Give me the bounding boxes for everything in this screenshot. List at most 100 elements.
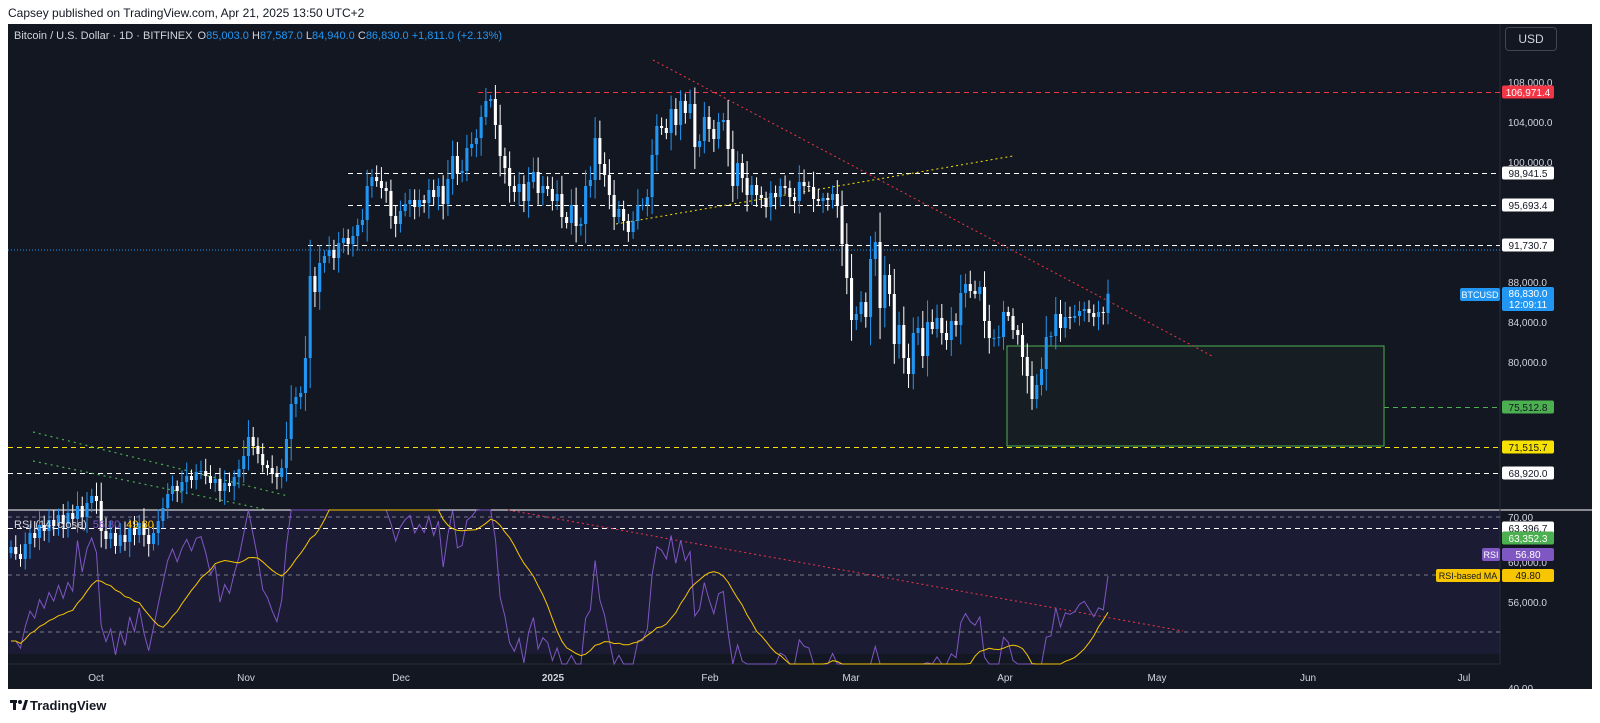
candle-body[interactable] bbox=[85, 503, 89, 517]
candle-body[interactable] bbox=[170, 486, 175, 494]
candle-body[interactable] bbox=[636, 205, 640, 221]
candle-body[interactable] bbox=[603, 164, 607, 175]
candle-body[interactable] bbox=[788, 188, 792, 197]
candle-body[interactable] bbox=[90, 496, 94, 503]
wedge-upper-line[interactable] bbox=[32, 431, 289, 497]
candle-body[interactable] bbox=[71, 513, 75, 519]
candle-body[interactable] bbox=[982, 287, 987, 321]
candle-body[interactable] bbox=[503, 156, 507, 168]
candle-body[interactable] bbox=[37, 525, 42, 538]
candle-body[interactable] bbox=[61, 515, 65, 524]
candle-body[interactable] bbox=[935, 318, 939, 329]
candle-body[interactable] bbox=[1068, 317, 1072, 318]
candle-body[interactable] bbox=[75, 506, 80, 519]
candle-body[interactable] bbox=[949, 321, 953, 340]
candle-body[interactable] bbox=[783, 186, 787, 188]
candle-body[interactable] bbox=[740, 163, 744, 178]
support-zone-box[interactable] bbox=[1006, 345, 1385, 447]
candle-body[interactable] bbox=[831, 194, 835, 200]
candle-body[interactable] bbox=[104, 531, 108, 539]
candle-body[interactable] bbox=[707, 117, 711, 129]
candle-body[interactable] bbox=[436, 186, 440, 197]
candle-body[interactable] bbox=[565, 217, 569, 223]
candle-body[interactable] bbox=[873, 242, 877, 259]
candle-body[interactable] bbox=[688, 104, 692, 113]
candle-body[interactable] bbox=[755, 185, 759, 195]
candle-body[interactable] bbox=[1073, 316, 1077, 318]
candle-body[interactable] bbox=[265, 465, 269, 468]
candle-body[interactable] bbox=[745, 178, 749, 195]
candle-body[interactable] bbox=[1011, 316, 1015, 330]
candle-body[interactable] bbox=[968, 284, 972, 291]
candle-body[interactable] bbox=[94, 496, 99, 501]
candle-body[interactable] bbox=[726, 120, 730, 149]
candle-body[interactable] bbox=[764, 198, 768, 207]
candle-body[interactable] bbox=[1049, 336, 1053, 337]
candle-body[interactable] bbox=[826, 198, 830, 200]
candle-body[interactable] bbox=[455, 156, 459, 173]
candle-body[interactable] bbox=[660, 126, 664, 128]
candle-body[interactable] bbox=[1092, 313, 1096, 317]
candle-body[interactable] bbox=[674, 109, 678, 125]
candle-body[interactable] bbox=[944, 333, 949, 340]
candle-body[interactable] bbox=[417, 200, 421, 207]
candle-body[interactable] bbox=[42, 525, 46, 531]
candle-body[interactable] bbox=[617, 209, 621, 217]
candle-body[interactable] bbox=[925, 322, 930, 356]
candle-body[interactable] bbox=[451, 156, 455, 179]
candle-body[interactable] bbox=[864, 302, 868, 317]
candle-body[interactable] bbox=[802, 182, 806, 186]
candle-body[interactable] bbox=[1025, 357, 1029, 376]
candle-body[interactable] bbox=[954, 321, 958, 325]
candle-body[interactable] bbox=[66, 513, 70, 524]
candle-body[interactable] bbox=[113, 533, 118, 546]
candle-body[interactable] bbox=[555, 194, 559, 201]
candle-body[interactable] bbox=[712, 129, 716, 139]
candle-body[interactable] bbox=[579, 224, 583, 226]
candle-body[interactable] bbox=[413, 200, 417, 207]
downtrend-resistance-line[interactable] bbox=[652, 59, 1213, 357]
candle-body[interactable] bbox=[717, 122, 721, 139]
candle-body[interactable] bbox=[702, 117, 706, 141]
candle-body[interactable] bbox=[531, 172, 535, 182]
candle-body[interactable] bbox=[132, 528, 137, 535]
candle-body[interactable] bbox=[246, 437, 250, 456]
chart-canvas[interactable]: 108,000.0 104,000.0 100,000.0 88,000.0 84,00… bbox=[8, 24, 1592, 689]
candle-body[interactable] bbox=[759, 195, 763, 198]
candle-body[interactable] bbox=[261, 454, 265, 465]
currency-button[interactable]: USD bbox=[1505, 27, 1557, 51]
candle-body[interactable] bbox=[394, 216, 398, 224]
candle-body[interactable] bbox=[1106, 293, 1110, 313]
candle-body[interactable] bbox=[612, 195, 616, 217]
rsi-line[interactable] bbox=[11, 509, 1109, 666]
candle-body[interactable] bbox=[527, 182, 531, 201]
candle-body[interactable] bbox=[99, 501, 103, 531]
candle-body[interactable] bbox=[774, 193, 778, 197]
candle-body[interactable] bbox=[479, 117, 483, 138]
candle-body[interactable] bbox=[128, 528, 132, 542]
candle-body[interactable] bbox=[963, 284, 968, 293]
rsi-layer[interactable] bbox=[11, 509, 1109, 666]
candle-body[interactable] bbox=[18, 554, 23, 559]
candle-body[interactable] bbox=[721, 120, 725, 122]
candle-body[interactable] bbox=[517, 184, 521, 192]
candle-body[interactable] bbox=[408, 200, 412, 204]
candle-body[interactable] bbox=[508, 168, 512, 186]
candle-body[interactable] bbox=[332, 250, 336, 258]
candle-body[interactable] bbox=[156, 521, 160, 533]
candle-body[interactable] bbox=[807, 186, 811, 187]
candle-body[interactable] bbox=[911, 333, 915, 374]
candle-body[interactable] bbox=[1096, 312, 1101, 317]
candle-body[interactable] bbox=[840, 206, 844, 244]
candle-body[interactable] bbox=[256, 446, 260, 454]
candle-body[interactable] bbox=[878, 242, 882, 308]
candle-body[interactable] bbox=[365, 186, 369, 220]
candle-body[interactable] bbox=[208, 476, 212, 483]
candle-body[interactable] bbox=[199, 471, 203, 472]
candle-body[interactable] bbox=[512, 186, 516, 192]
candle-body[interactable] bbox=[655, 126, 659, 155]
candle-body[interactable] bbox=[56, 515, 61, 526]
candle-body[interactable] bbox=[465, 148, 469, 171]
candle-body[interactable] bbox=[441, 186, 445, 204]
candle-body[interactable] bbox=[769, 193, 773, 207]
